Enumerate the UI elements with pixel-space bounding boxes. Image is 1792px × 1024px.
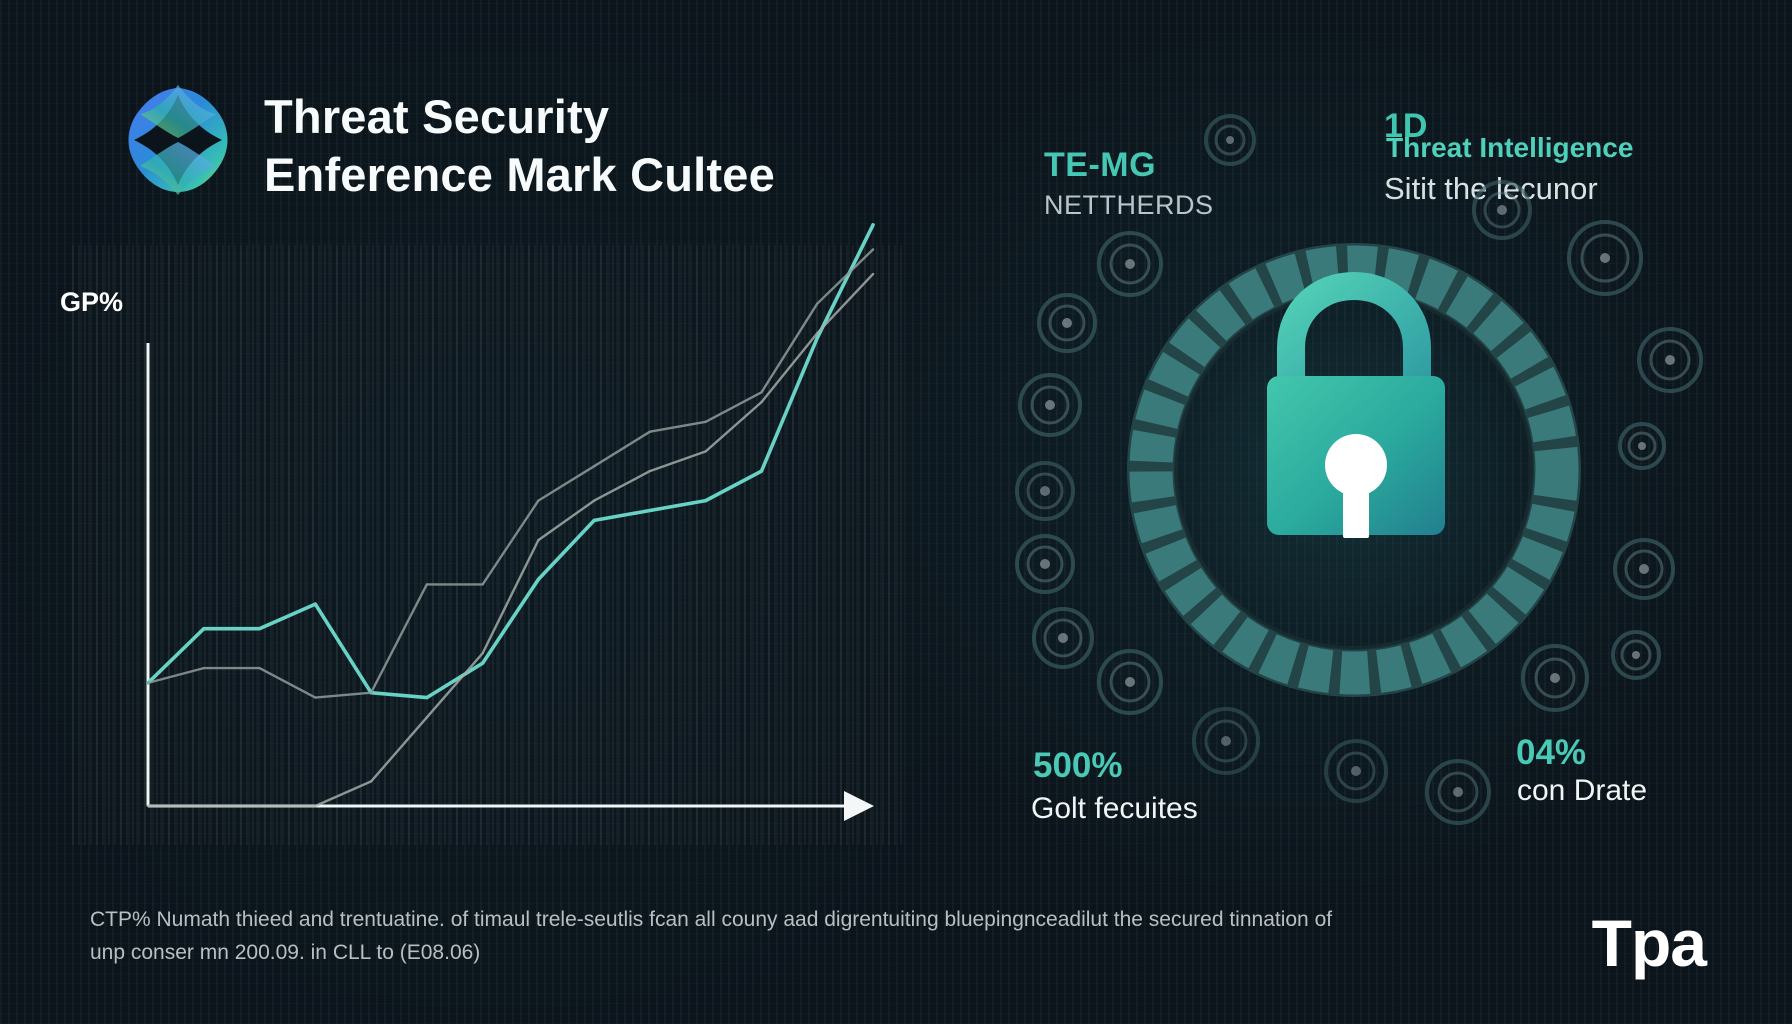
decorative-node [1015,461,1075,521]
series-point-3 [425,716,429,719]
decorative-node [1637,327,1703,393]
decorative-node [1567,220,1643,296]
series-point-1 [648,508,652,513]
series-point-2 [871,248,875,251]
series-point-2 [537,499,540,502]
decorative-node [1613,538,1675,600]
threat-intelligence-code: 1D [1384,107,1428,145]
series-point-2 [146,681,150,685]
padlock-keyhole [1325,434,1387,496]
series-point-1 [480,661,485,665]
decorative-node [1015,534,1075,594]
decorative-node [1324,739,1388,803]
stat-value-2: 04% [1516,733,1587,772]
decorative-node [1037,293,1097,353]
series-point-2 [314,696,317,699]
footer-note: CTP% Numath thieed and trentuatine. of t… [90,903,1490,969]
footer-line-2: unp conser mn 200.09. in CLL to (E08.06) [90,941,481,964]
series-point-3 [481,652,484,655]
stat-label-1: Golt fecuites [1031,792,1198,825]
decorative-node-ring [1015,114,1703,825]
series-point-1 [871,223,875,227]
decorative-node [1097,231,1163,297]
threat-intelligence-title: Threat Intelligence [1386,132,1634,163]
series-point-1 [201,626,206,631]
series-point-1 [759,469,764,473]
series-point-3 [146,804,150,808]
decorative-node [1018,373,1082,437]
series-point-1 [425,695,429,700]
footer-line-1: CTP% Numath thieed and trentuatine. of t… [90,908,1333,931]
series-point-1 [257,626,262,631]
lock-visual-svg [1015,114,1703,825]
padlock-shackle [1277,271,1431,405]
decorative-node [1032,607,1094,669]
chart-grid [72,245,876,845]
security-segmented-ring [1129,245,1579,695]
series-point-2 [481,583,484,586]
security-code-label: TE-MG [1044,146,1157,184]
security-lock-visual [1000,114,1720,838]
series-point-3 [369,780,373,783]
series-line-1 [146,223,875,700]
decorative-node [1097,649,1163,715]
decorative-node [1618,422,1666,470]
title-line-2: Enference Mark Cultee [264,148,775,201]
series-point-2 [760,391,763,394]
decorative-node [1192,707,1260,775]
series-point-3 [871,272,875,276]
logo-icon [128,85,228,195]
series-point-2 [704,420,707,424]
series-point-3 [760,400,763,404]
page-title: Threat Security Enference Mark Cultee [264,88,775,204]
series-point-3 [258,804,261,808]
series-point-3 [592,499,596,502]
series-point-2 [592,464,596,468]
series-layer [146,223,875,808]
decorative-node [1611,630,1661,680]
series-point-1 [815,336,820,340]
series-point-3 [314,804,317,808]
line-chart [72,223,902,845]
series-point-2 [816,302,819,305]
series-point-3 [537,538,540,542]
series-point-3 [202,804,205,808]
stat-label-2: con Drate [1517,774,1648,807]
decorative-node [1472,180,1532,240]
series-point-3 [816,332,819,335]
series-line-3 [146,272,875,808]
series-point-1 [313,602,318,606]
padlock-keyhole-slot [1343,476,1369,538]
title-line-1: Threat Security [264,90,610,143]
y-axis-label: GP% [60,287,123,318]
brand-wordmark: Tpa [1591,906,1707,980]
series-point-3 [648,469,652,473]
series-point-2 [202,666,205,670]
decorative-node [1521,644,1589,712]
series-point-1 [592,518,596,523]
series-point-3 [704,450,707,453]
security-code-subtitle: NETTHERDS [1044,190,1214,220]
series-point-2 [648,430,652,433]
decorative-node [1204,114,1256,166]
decorative-node [1425,759,1491,825]
series-point-1 [703,498,708,503]
series-point-2 [258,666,261,670]
series-point-1 [536,577,541,582]
line-chart-svg [72,223,876,845]
series-point-2 [369,691,373,694]
stat-value-1: 500% [1033,746,1123,785]
series-line-2 [146,248,875,699]
series-point-2 [425,583,429,586]
